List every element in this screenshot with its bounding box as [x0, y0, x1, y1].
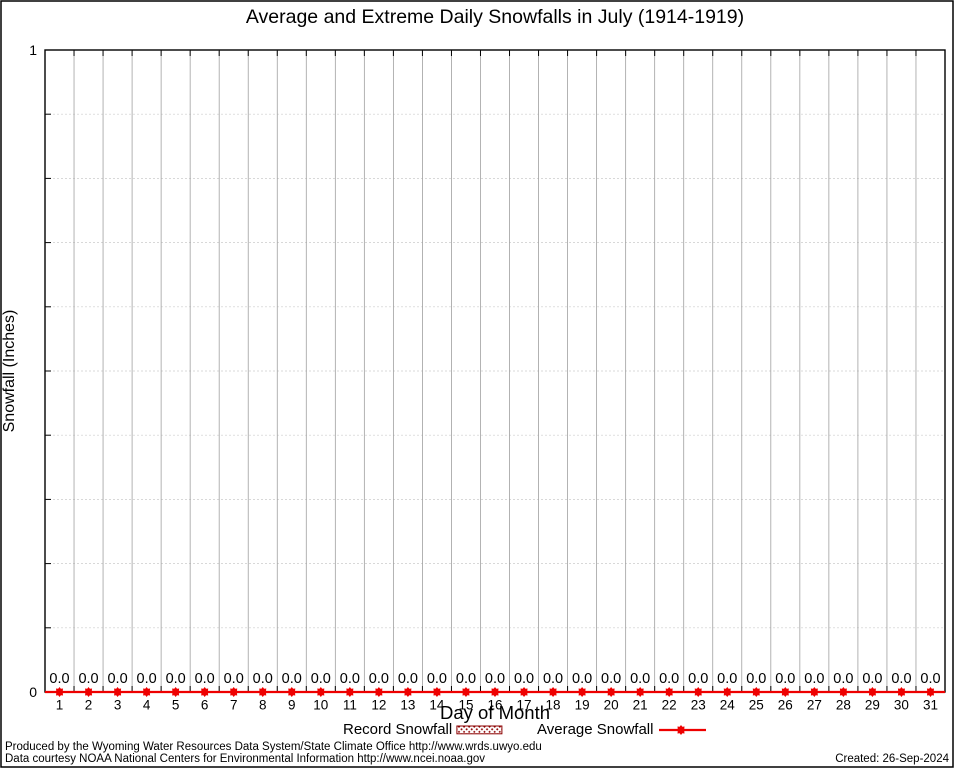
- svg-text:0.0: 0.0: [862, 671, 882, 687]
- svg-text:9: 9: [288, 698, 296, 713]
- svg-text:0.0: 0.0: [543, 671, 563, 687]
- svg-text:0.0: 0.0: [369, 671, 389, 687]
- svg-text:0.0: 0.0: [398, 671, 418, 687]
- svg-text:0.0: 0.0: [49, 671, 69, 687]
- svg-text:0.0: 0.0: [572, 671, 592, 687]
- svg-text:Snowfall (Inches): Snowfall (Inches): [1, 310, 18, 433]
- svg-text:Day of Month: Day of Month: [440, 702, 550, 723]
- svg-text:0.0: 0.0: [920, 671, 940, 687]
- svg-text:29: 29: [865, 698, 880, 713]
- svg-text:0.0: 0.0: [833, 671, 853, 687]
- svg-text:6: 6: [201, 698, 209, 713]
- svg-text:Produced by the Wyoming Water: Produced by the Wyoming Water Resources …: [5, 741, 542, 753]
- svg-text:24: 24: [720, 698, 736, 713]
- svg-text:3: 3: [114, 698, 122, 713]
- svg-text:1: 1: [29, 42, 37, 58]
- svg-text:23: 23: [691, 698, 706, 713]
- svg-text:7: 7: [230, 698, 238, 713]
- svg-text:0.0: 0.0: [282, 671, 302, 687]
- svg-text:0.0: 0.0: [717, 671, 737, 687]
- svg-text:0.0: 0.0: [775, 671, 795, 687]
- svg-text:31: 31: [923, 698, 938, 713]
- svg-text:0.0: 0.0: [137, 671, 157, 687]
- svg-text:10: 10: [313, 698, 328, 713]
- svg-text:0.0: 0.0: [340, 671, 360, 687]
- svg-text:21: 21: [633, 698, 648, 713]
- svg-text:0.0: 0.0: [253, 671, 273, 687]
- svg-text:0.0: 0.0: [427, 671, 447, 687]
- svg-text:8: 8: [259, 698, 267, 713]
- svg-text:2: 2: [85, 698, 93, 713]
- svg-text:1: 1: [56, 698, 64, 713]
- svg-text:0.0: 0.0: [485, 671, 505, 687]
- svg-text:5: 5: [172, 698, 180, 713]
- svg-text:11: 11: [343, 698, 357, 713]
- svg-text:0.0: 0.0: [166, 671, 186, 687]
- svg-text:Average and Extreme Daily Snow: Average and Extreme Daily Snowfalls in J…: [246, 6, 744, 28]
- svg-text:0.0: 0.0: [746, 671, 766, 687]
- svg-text:30: 30: [894, 698, 909, 713]
- svg-text:26: 26: [778, 698, 793, 713]
- svg-text:Data courtesy NOAA National Ce: Data courtesy NOAA National Centers for …: [5, 753, 485, 765]
- svg-text:19: 19: [575, 698, 590, 713]
- svg-text:4: 4: [143, 698, 151, 713]
- svg-text:22: 22: [662, 698, 677, 713]
- svg-text:0.0: 0.0: [107, 671, 127, 687]
- svg-text:28: 28: [836, 698, 851, 713]
- svg-text:0.0: 0.0: [630, 671, 650, 687]
- svg-text:Created: 26-Sep-2024: Created: 26-Sep-2024: [835, 753, 949, 765]
- svg-text:0.0: 0.0: [804, 671, 824, 687]
- svg-text:0.0: 0.0: [456, 671, 476, 687]
- svg-text:Average Snowfall: Average Snowfall: [537, 721, 653, 738]
- svg-text:25: 25: [749, 698, 764, 713]
- svg-text:0.0: 0.0: [601, 671, 621, 687]
- svg-text:0: 0: [29, 684, 37, 700]
- svg-text:0.0: 0.0: [688, 671, 708, 687]
- svg-text:27: 27: [807, 698, 822, 713]
- svg-text:0.0: 0.0: [891, 671, 911, 687]
- svg-text:12: 12: [371, 698, 386, 713]
- svg-text:0.0: 0.0: [195, 671, 215, 687]
- svg-text:Record Snowfall: Record Snowfall: [343, 721, 452, 738]
- svg-text:0.0: 0.0: [311, 671, 331, 687]
- svg-text:0.0: 0.0: [78, 671, 98, 687]
- svg-text:0.0: 0.0: [659, 671, 679, 687]
- svg-text:0.0: 0.0: [224, 671, 244, 687]
- svg-text:20: 20: [604, 698, 619, 713]
- svg-text:0.0: 0.0: [514, 671, 534, 687]
- svg-text:13: 13: [400, 698, 415, 713]
